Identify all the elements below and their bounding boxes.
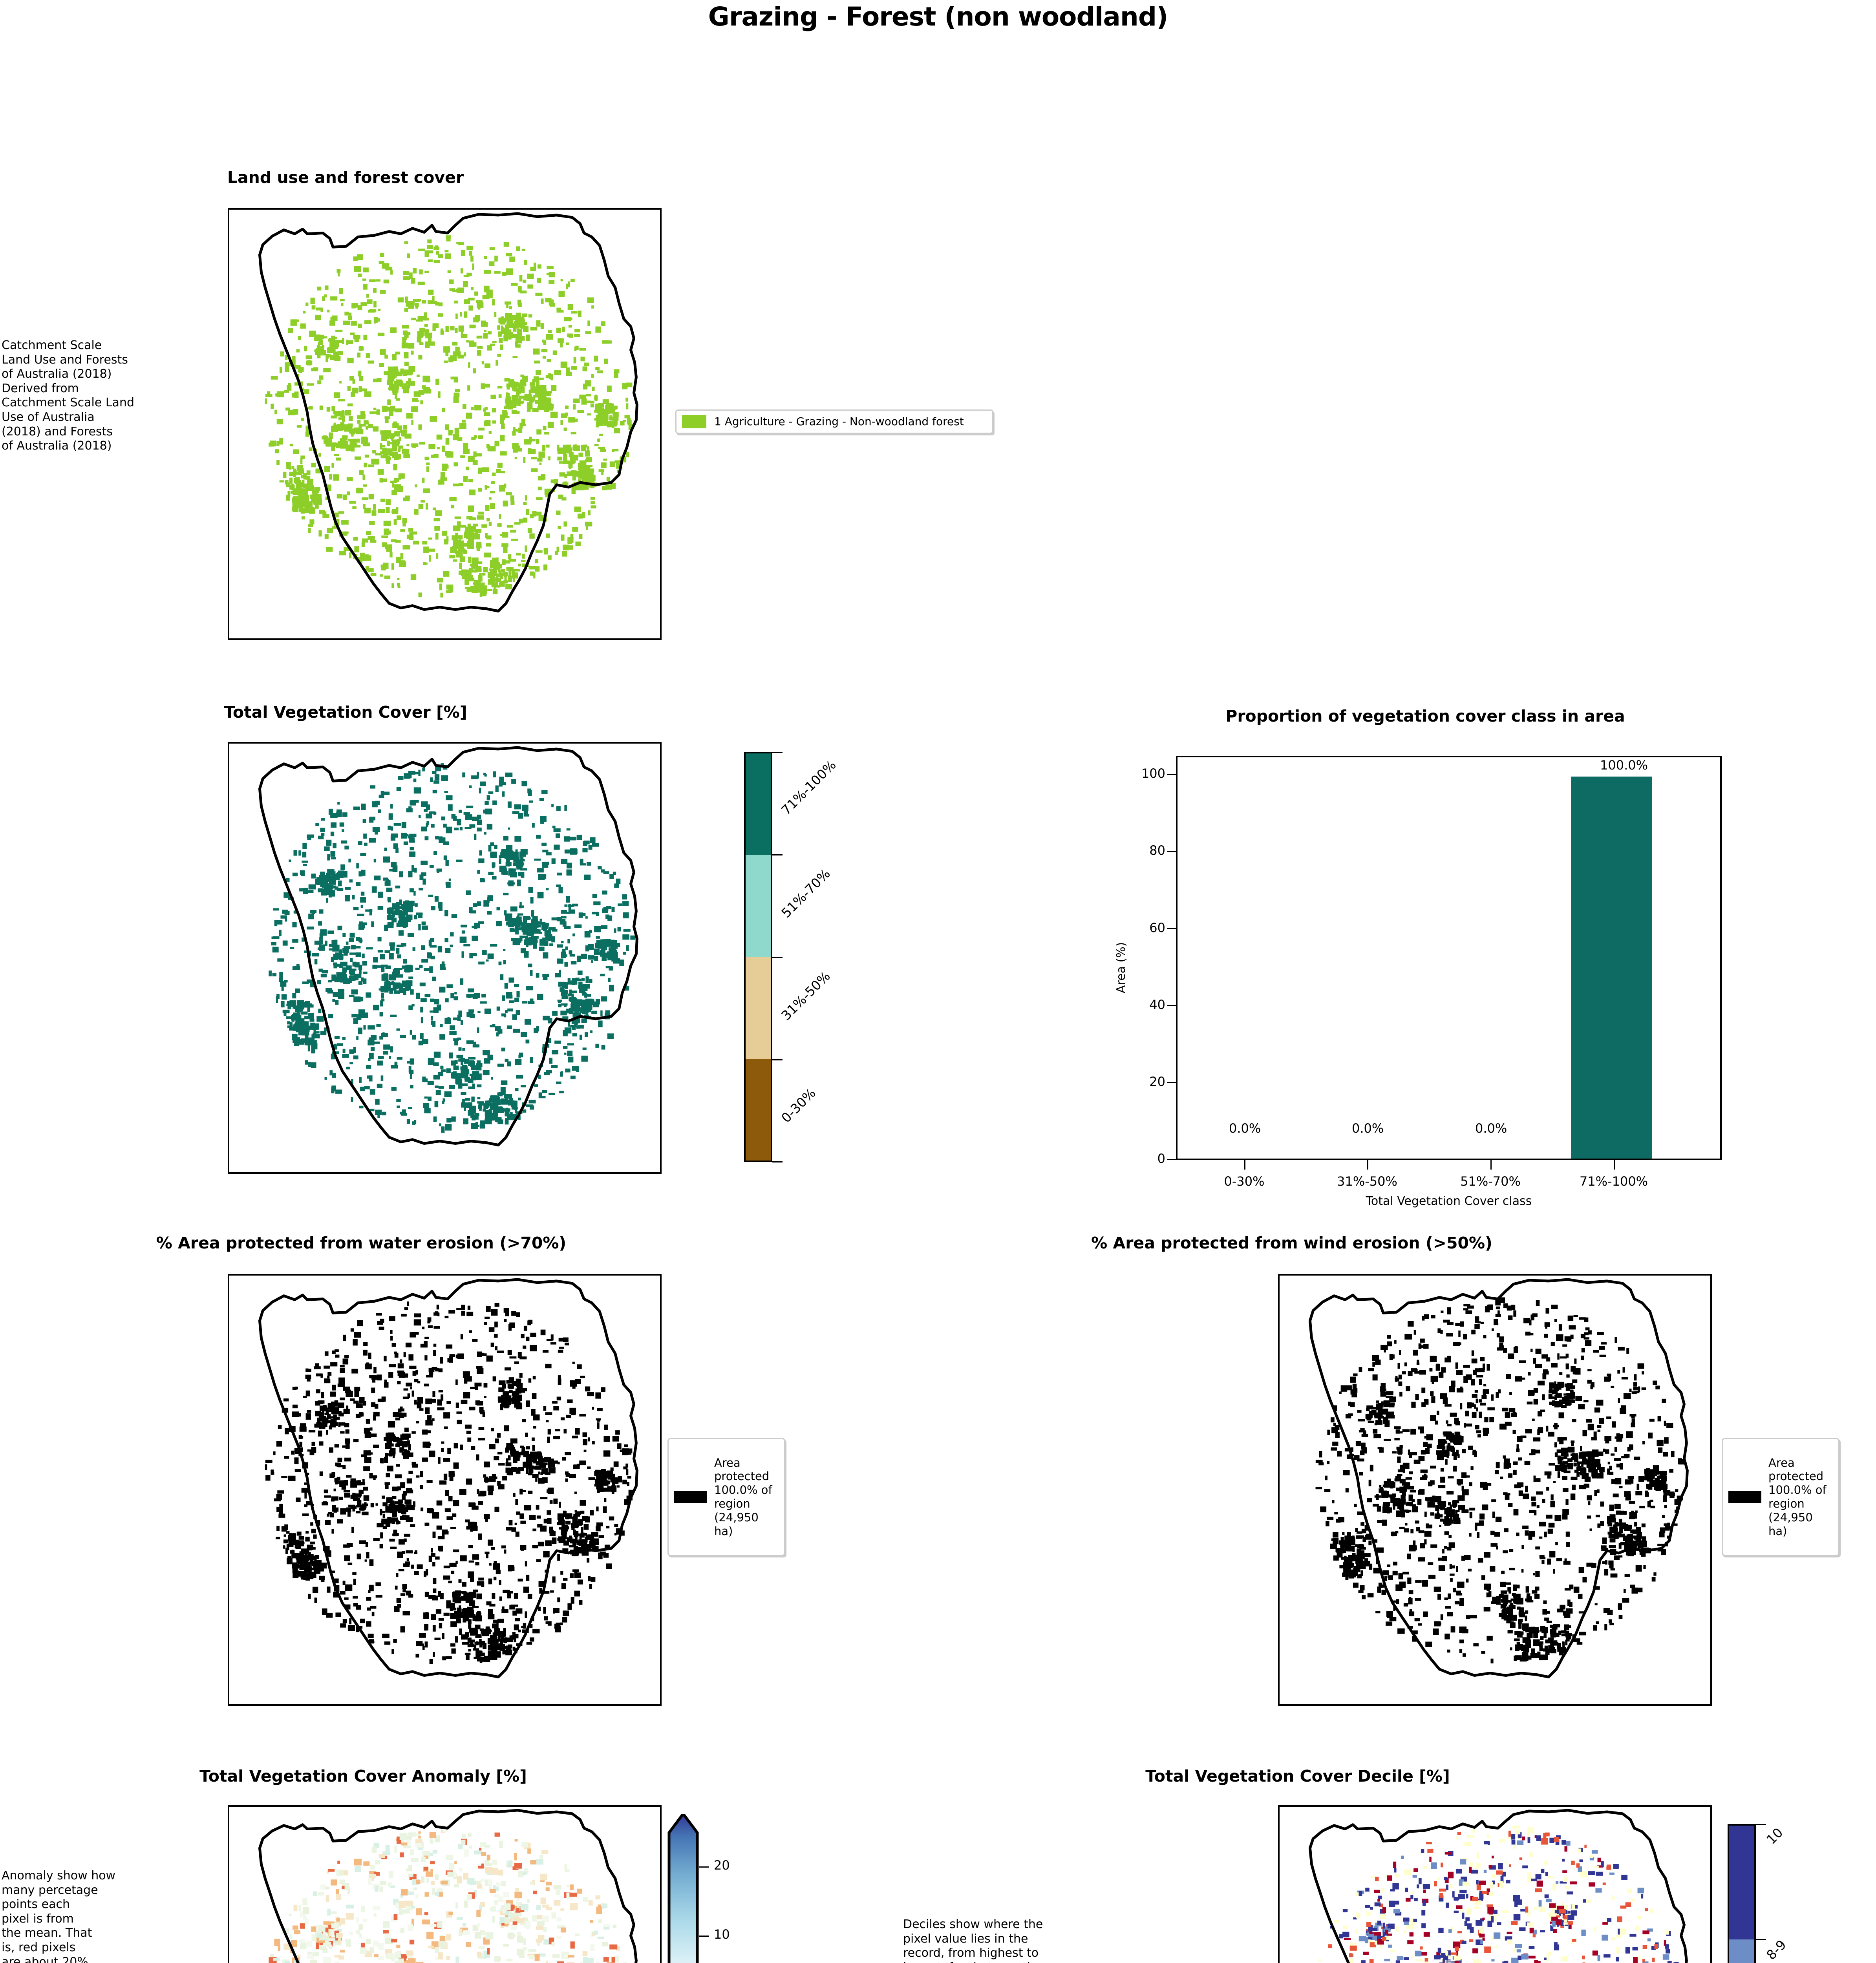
decile-cb-label-8-9: 8-9 <box>1763 1937 1789 1963</box>
landuse-sidenote: Catchment Scale Land Use and Forests of … <box>2 338 134 453</box>
anomaly-map-svg <box>258 1809 638 1963</box>
xtick-0-30: 0-30% <box>1224 1174 1265 1189</box>
anomaly-sidenote: Anomaly show how many percetage points e… <box>2 1869 116 1963</box>
wind-erosion-map-svg <box>1308 1278 1689 1679</box>
catchment-boundary <box>258 212 638 613</box>
legend-swatch-area-protected <box>674 1491 707 1503</box>
bar-label-51-70: 0.0% <box>1475 1121 1507 1136</box>
wind-erosion-panel-title: % Area protected from wind erosion (>50%… <box>1091 1234 1492 1252</box>
bar-label-31-50: 0.0% <box>1352 1121 1384 1136</box>
cb-seg-10 <box>1729 1826 1754 1940</box>
anomaly-colorbar-svg <box>667 1811 699 1963</box>
ytick-20: 20 <box>1149 1074 1165 1089</box>
vegcover-cb-label-0-30: 0-30% <box>778 1085 819 1126</box>
ytick-100: 100 <box>1141 766 1165 781</box>
xtick-71-100: 71%-100% <box>1579 1174 1648 1189</box>
decile-colorbar <box>1728 1824 1756 1963</box>
vegcover-map-svg <box>258 746 638 1147</box>
landuse-panel-title: Land use and forest cover <box>227 168 464 187</box>
water-erosion-legend: Area protected 100.0% of region (24,950 … <box>667 1438 785 1556</box>
anomaly-cb-tick-10: 10 <box>714 1927 730 1942</box>
water-erosion-panel-title: % Area protected from water erosion (>70… <box>156 1234 567 1252</box>
landuse-map-svg <box>258 212 638 613</box>
bar-label-71-100: 100.0% <box>1600 758 1648 773</box>
xtick-31-50: 31%-50% <box>1337 1174 1397 1189</box>
decile-sidenote: Deciles show where the pixel value lies … <box>903 1917 1043 1963</box>
anomaly-panel-title: Total Vegetation Cover Anomaly [%] <box>199 1767 527 1786</box>
wind-erosion-map-axes <box>1278 1274 1712 1706</box>
barchart-axes <box>1176 756 1722 1160</box>
vegcover-cb-label-31-50: 31%-50% <box>778 968 833 1024</box>
decile-cb-label-10: 10 <box>1763 1825 1786 1848</box>
cb-seg-8-9 <box>1729 1939 1754 1963</box>
catchment-boundary <box>1308 1809 1688 1963</box>
cb-seg-0-30 <box>746 1058 771 1161</box>
water-erosion-map-axes <box>228 1274 662 1706</box>
catchment-boundary <box>258 1809 638 1963</box>
barchart-title: Proportion of vegetation cover class in … <box>1225 707 1625 726</box>
cb-seg-51-70 <box>746 855 771 957</box>
vegcover-cb-label-51-70: 51%-70% <box>778 866 833 921</box>
landuse-legend-label: 1 Agriculture - Grazing - Non-woodland f… <box>714 415 964 428</box>
ytick-0: 0 <box>1157 1151 1165 1166</box>
vegcover-map-axes <box>228 742 662 1174</box>
catchment-boundary <box>258 746 638 1147</box>
ytick-80: 80 <box>1149 843 1165 858</box>
cb-seg-31-50 <box>746 957 771 1059</box>
wind-erosion-legend-label: Area protected 100.0% of region (24,950 … <box>1768 1456 1827 1538</box>
vegcover-cb-label-71-100: 71%-100% <box>778 757 839 818</box>
xtick-51-70: 51%-70% <box>1460 1174 1521 1189</box>
landuse-map-axes <box>228 208 662 640</box>
catchment-boundary <box>1308 1278 1689 1679</box>
anomaly-cb-tick-20: 20 <box>714 1858 730 1873</box>
decile-map-svg <box>1308 1809 1688 1963</box>
bar-label-0-30: 0.0% <box>1229 1121 1261 1136</box>
legend-swatch-grazing <box>682 415 706 428</box>
ytick-60: 60 <box>1149 920 1165 935</box>
barchart-ylabel: Area (%) <box>1114 942 1128 994</box>
anomaly-map-axes <box>228 1805 662 1963</box>
vegcover-panel-title: Total Vegetation Cover [%] <box>224 703 467 722</box>
page-title: Grazing - Forest (non woodland) <box>708 2 1168 32</box>
wind-erosion-legend: Area protected 100.0% of region (24,950 … <box>1722 1438 1839 1556</box>
water-erosion-legend-label: Area protected 100.0% of region (24,950 … <box>714 1456 772 1538</box>
barchart-xlabel: Total Vegetation Cover class <box>1366 1194 1532 1208</box>
legend-swatch-area-protected <box>1728 1491 1761 1503</box>
decile-panel-title: Total Vegetation Cover Decile [%] <box>1145 1767 1450 1786</box>
cb-seg-71-100 <box>746 753 771 855</box>
water-erosion-map-svg <box>258 1278 638 1679</box>
decile-map-axes <box>1278 1805 1712 1963</box>
vegcover-colorbar <box>744 752 772 1162</box>
catchment-boundary <box>258 1278 638 1679</box>
bar-71-100 <box>1571 777 1653 1159</box>
anomaly-colorbar <box>667 1811 699 1963</box>
ytick-40: 40 <box>1149 997 1165 1012</box>
landuse-legend: 1 Agriculture - Grazing - Non-woodland f… <box>675 409 993 434</box>
